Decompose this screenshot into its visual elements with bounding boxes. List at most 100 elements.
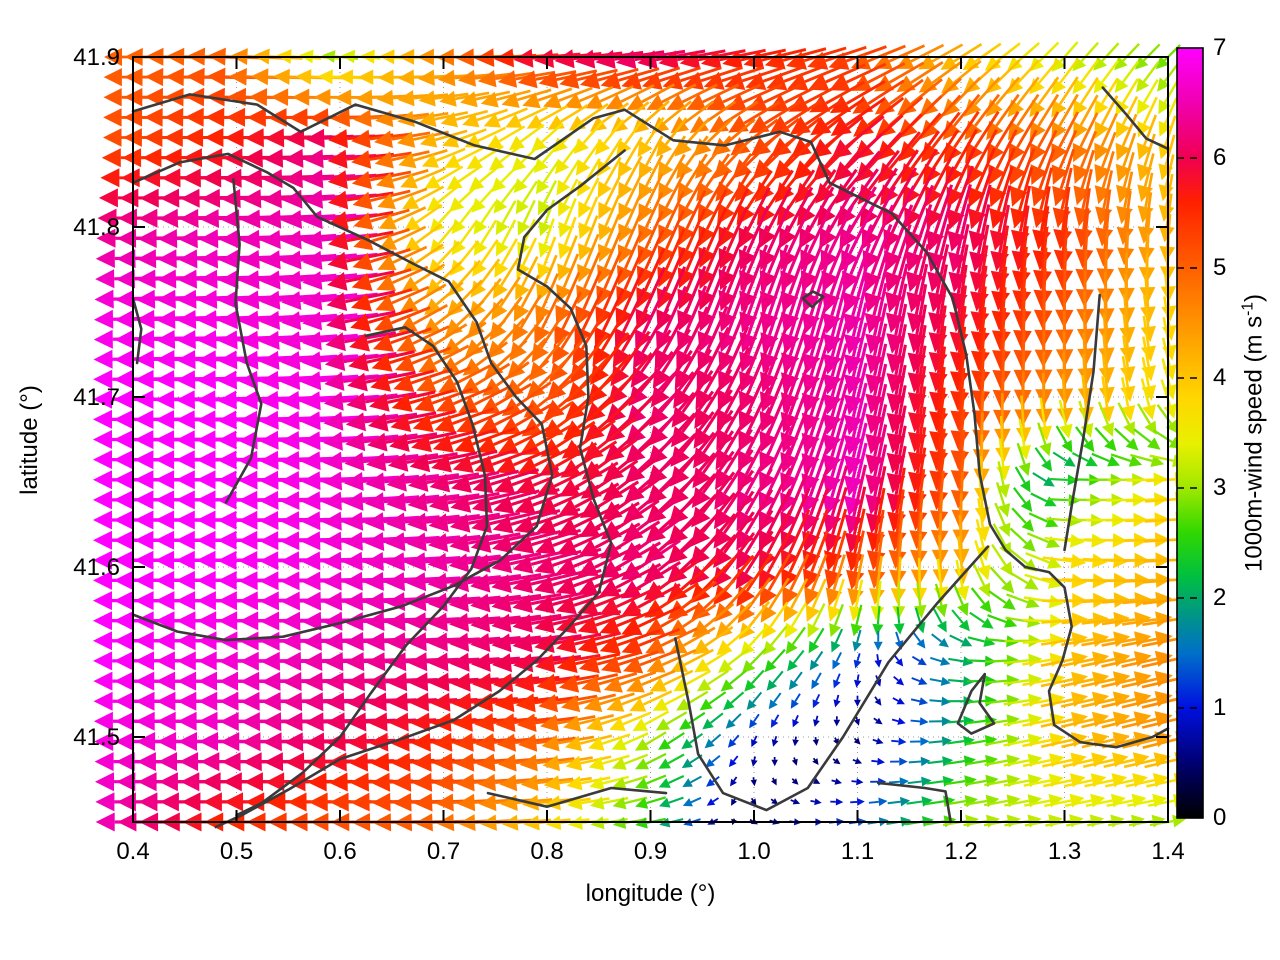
wind-arrow-head [677, 309, 695, 331]
wind-arrow-shaft [521, 237, 538, 266]
wind-arrow-head [409, 453, 431, 473]
wind-arrow-shaft [975, 166, 994, 212]
wind-arrow-head [469, 300, 486, 319]
wind-arrow-head [260, 270, 281, 290]
wind-arrow-head [281, 250, 302, 270]
wind-arrow-field [93, 41, 1195, 832]
wind-arrow-shaft [1142, 315, 1150, 347]
wind-arrow-shaft [638, 66, 681, 83]
wind-arrow-head [142, 148, 162, 168]
wind-arrow-shaft [702, 430, 735, 474]
wind-arrow-head [344, 632, 364, 651]
wind-arrow-shaft [1141, 357, 1151, 387]
wind-arrow-head [597, 264, 614, 284]
wind-arrow-shaft [624, 136, 643, 166]
wind-arrow-head [259, 571, 279, 591]
wind-arrow-shaft [615, 520, 661, 550]
wind-arrow-shaft [810, 508, 829, 554]
wind-arrow-head [196, 550, 216, 570]
wind-arrow-head [138, 792, 158, 812]
wind-arrow-head [238, 530, 258, 550]
wind-arrow-head [240, 229, 260, 249]
wind-arrow-shaft [894, 425, 907, 475]
wind-arrow-shaft [369, 248, 411, 264]
wind-arrow-head [746, 699, 757, 710]
wind-arrow-shaft [556, 69, 598, 81]
wind-arrow-head [611, 757, 627, 770]
wind-arrow-head [217, 390, 237, 410]
wind-arrow-shaft [888, 44, 926, 63]
wind-arrow-shaft [725, 578, 754, 610]
wind-arrow-head [979, 600, 992, 614]
wind-arrow-shaft [937, 449, 946, 492]
wind-arrow-shaft [915, 447, 927, 494]
colorbar-gradient [1177, 48, 1203, 818]
wind-arrow-shaft [1016, 41, 1041, 63]
wind-arrow-head [196, 570, 216, 590]
wind-arrow-shaft [936, 305, 947, 354]
wind-arrow-head [242, 168, 263, 188]
wind-arrow-shaft [645, 774, 667, 785]
wind-arrow-shaft [910, 43, 945, 63]
wind-arrow-head [456, 415, 478, 433]
wind-arrow-head [899, 757, 908, 766]
wind-arrow-shaft [1101, 717, 1136, 729]
wind-arrow-shaft [437, 201, 459, 224]
wind-arrow-head [281, 291, 302, 310]
wind-arrow-shaft [929, 699, 942, 703]
wind-arrow-shaft [870, 224, 893, 275]
colorbar-label-close: ) [1240, 294, 1268, 302]
wind-arrow-shaft [1023, 779, 1051, 787]
wind-arrow-shaft [806, 169, 837, 212]
wind-arrow-shaft [704, 117, 733, 146]
wind-arrow-shaft [467, 553, 522, 565]
wind-arrow-head [238, 490, 258, 510]
wind-arrow-shaft [1122, 132, 1137, 167]
wind-arrow-head [349, 772, 369, 792]
wind-arrow-shaft [411, 346, 452, 365]
wind-arrow-head [677, 203, 695, 224]
wind-arrow-head [1094, 99, 1109, 117]
wind-arrow-head [538, 694, 559, 713]
wind-arrow-shaft [1102, 334, 1109, 368]
wind-arrow-shaft [685, 669, 712, 686]
wind-arrow-head [222, 772, 242, 792]
wind-arrow-head [813, 778, 821, 784]
wind-arrow-shaft [753, 756, 756, 761]
wind-arrow-shaft [574, 482, 620, 509]
wind-arrow-shaft [1037, 59, 1060, 84]
wind-arrow-shaft [1144, 518, 1177, 523]
wind-arrow-shaft [916, 490, 925, 532]
wind-arrow-head [808, 640, 820, 654]
wind-arrow-shaft [516, 381, 552, 407]
wind-arrow-head [260, 651, 280, 671]
wind-arrow-head [157, 249, 177, 269]
wind-arrow-head [1094, 121, 1109, 139]
wind-arrow-head [963, 98, 982, 117]
wind-arrow-head [644, 543, 666, 563]
wind-arrow-shaft [744, 509, 774, 555]
wind-arrow-head [260, 631, 280, 651]
wind-arrow-shaft [787, 466, 811, 516]
wind-arrow-head [1165, 419, 1179, 434]
colorbar-border [1176, 47, 1204, 819]
wind-arrow-shaft [415, 203, 443, 224]
wind-arrow-shaft [835, 673, 841, 682]
wind-arrow-head [575, 49, 596, 69]
wind-arrow-shaft [725, 305, 749, 355]
wind-arrow-head [869, 588, 885, 605]
wind-arrow-shaft [936, 284, 948, 334]
wind-arrow-head [831, 640, 841, 653]
wind-arrow-shaft [437, 220, 459, 245]
wind-arrow-shaft [685, 208, 707, 251]
wind-arrow-shaft [458, 182, 481, 204]
wind-arrow-head [984, 55, 1002, 71]
wind-arrow-head [175, 450, 195, 470]
wind-arrow-shaft [1123, 171, 1134, 208]
wind-arrow-head [343, 571, 363, 591]
wind-arrow-head [535, 654, 556, 673]
wind-arrow-head [406, 572, 427, 592]
wind-arrow-head [220, 732, 240, 752]
wind-arrow-head [262, 732, 282, 752]
wind-arrow-shaft [581, 290, 604, 331]
